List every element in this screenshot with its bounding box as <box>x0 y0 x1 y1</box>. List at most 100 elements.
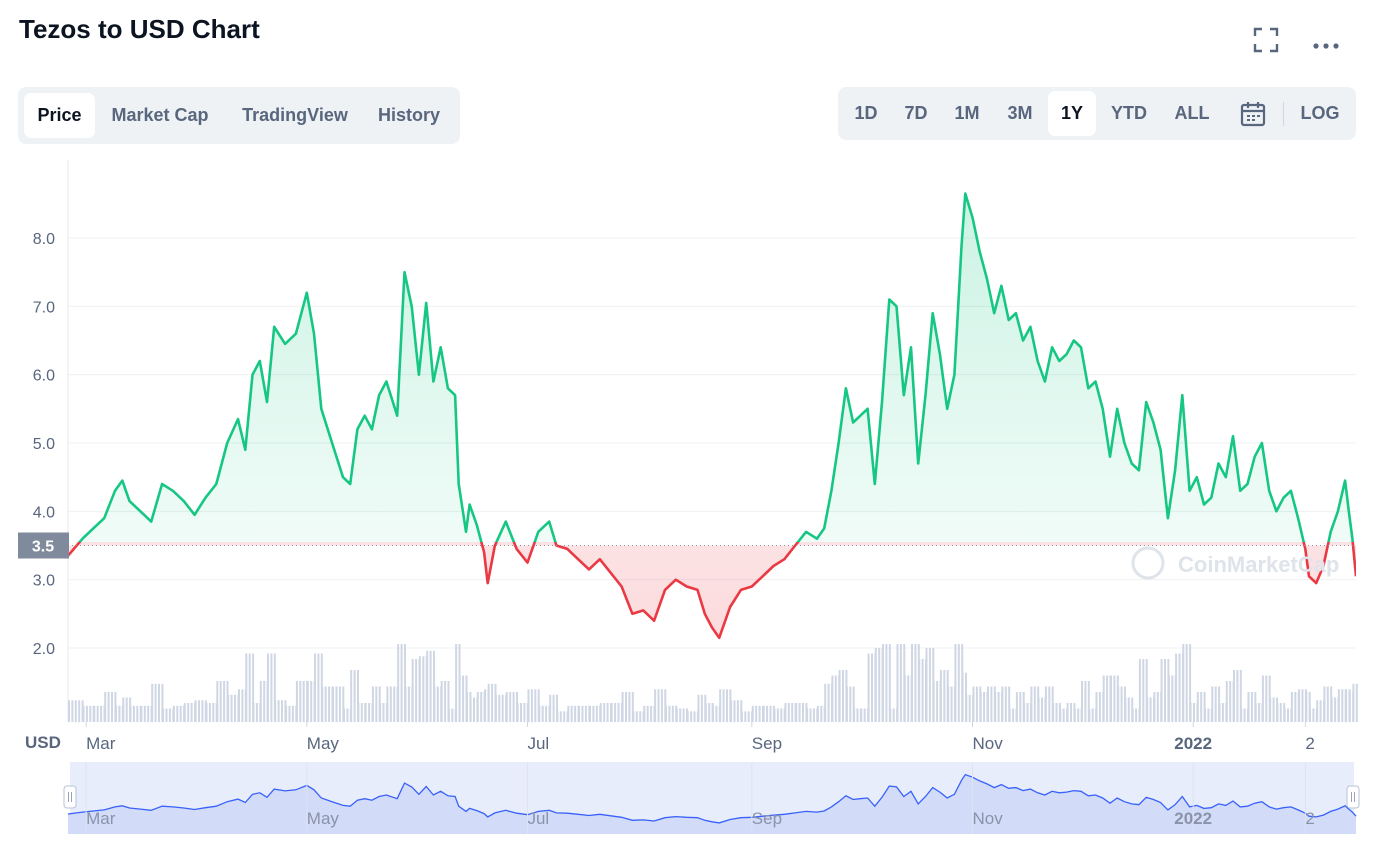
fullscreen-icon[interactable] <box>1253 27 1279 58</box>
volume-bar <box>1214 686 1217 722</box>
volume-bar <box>911 644 913 722</box>
volume-bar <box>494 694 497 723</box>
volume-bar <box>208 703 211 722</box>
volume-bar <box>338 686 341 722</box>
volume-bar <box>273 653 276 722</box>
volume-bar <box>343 708 345 722</box>
volume-bar <box>549 694 552 723</box>
volume-bar <box>1001 686 1004 722</box>
volume-bar <box>201 700 204 723</box>
volume-bar <box>346 708 349 722</box>
y-tick-label: 6.0 <box>33 368 55 385</box>
volume-bar <box>1279 703 1282 722</box>
volume-bar <box>357 670 359 722</box>
volume-bar <box>824 683 827 722</box>
volume-bar <box>867 653 870 722</box>
volume-bar <box>1211 686 1214 722</box>
volume-bar <box>1070 703 1072 722</box>
range-1y[interactable]: 1Y <box>1048 91 1096 136</box>
volume-bar <box>299 681 302 722</box>
volume-bar <box>484 689 487 722</box>
volume-bar <box>444 681 447 722</box>
volume-bar <box>335 686 338 722</box>
volume-bar <box>570 705 573 723</box>
tab-history[interactable]: History <box>377 105 440 125</box>
volume-bar <box>382 703 385 722</box>
volume-bar <box>1193 703 1195 722</box>
volume-bar <box>324 686 327 722</box>
volume-bar <box>107 692 110 722</box>
y-tick-label: 3.0 <box>33 573 55 590</box>
more-dots-icon[interactable] <box>1312 37 1340 55</box>
volume-bar <box>1305 692 1308 722</box>
volume-bar <box>1127 697 1130 722</box>
volume-bar <box>671 705 674 722</box>
volume-bar <box>1102 675 1105 722</box>
volume-bar <box>675 708 678 722</box>
log-scale-toggle[interactable]: LOG <box>1300 103 1340 123</box>
tab-market-cap[interactable]: Market Cap <box>111 105 209 125</box>
volume-bar <box>947 686 950 722</box>
volume-bar <box>983 692 986 722</box>
volume-bar <box>187 703 190 722</box>
volume-bar <box>125 697 128 722</box>
volume-bar <box>809 708 812 722</box>
volume-bar <box>950 686 953 722</box>
navigator-line <box>67 773 1357 824</box>
volume-bar <box>578 705 581 722</box>
range-all[interactable]: ALL <box>1174 103 1210 123</box>
chart-type-tabs: Price Market Cap TradingView History <box>18 87 460 144</box>
navigator-handle-right[interactable] <box>1346 785 1360 809</box>
volume-bar <box>1077 708 1080 722</box>
volume-bar <box>176 705 179 722</box>
navigator-handle-left[interactable] <box>63 785 77 809</box>
volume-bar <box>263 681 266 722</box>
volume-bar <box>520 703 522 722</box>
range-3m[interactable]: 3M <box>1007 103 1033 123</box>
tab-tradingview[interactable]: TradingView <box>242 105 348 125</box>
volume-bar <box>939 670 942 722</box>
volume-bar <box>1044 686 1047 722</box>
volume-bar <box>936 681 939 722</box>
range-divider <box>1283 102 1284 126</box>
volume-bar <box>874 648 877 722</box>
volume-bar <box>747 711 750 722</box>
volume-bar <box>722 689 725 723</box>
volume-bar <box>845 686 848 722</box>
volume-bar <box>827 683 830 722</box>
volume-bar <box>1185 644 1188 722</box>
volume-bar <box>682 708 685 722</box>
volume-bar <box>154 683 157 723</box>
volume-bar <box>498 694 501 723</box>
volume-bar <box>267 653 269 722</box>
volume-bar <box>1352 683 1355 723</box>
volume-bar <box>758 705 761 722</box>
volume-bar <box>538 705 541 722</box>
range-1d[interactable]: 1D <box>854 103 878 123</box>
volume-bar <box>932 681 935 722</box>
volume-bar <box>353 670 356 722</box>
volume-bar <box>411 659 414 722</box>
volume-bar <box>1052 703 1055 722</box>
volume-bar <box>1048 686 1051 722</box>
range-1m[interactable]: 1M <box>954 103 980 123</box>
range-7d[interactable]: 7D <box>904 103 928 123</box>
volume-bar <box>599 703 602 722</box>
range-ytd[interactable]: YTD <box>1111 103 1147 123</box>
volume-bar <box>469 697 472 722</box>
volume-bar <box>1106 675 1109 722</box>
volume-bar <box>1135 708 1138 722</box>
volume-bar <box>740 711 743 722</box>
volume-bar <box>379 703 382 722</box>
calendar-icon[interactable] <box>1234 91 1272 136</box>
volume-bar <box>896 644 899 722</box>
volume-bar <box>93 705 96 722</box>
volume-bar <box>1182 644 1185 722</box>
volume-bar <box>628 692 631 722</box>
volume-bar <box>534 689 537 723</box>
volume-bar <box>755 705 758 722</box>
volume-bar <box>1030 686 1033 722</box>
volume-bar <box>925 648 928 722</box>
tab-price[interactable]: Price <box>24 93 95 138</box>
volume-bar <box>665 705 667 722</box>
